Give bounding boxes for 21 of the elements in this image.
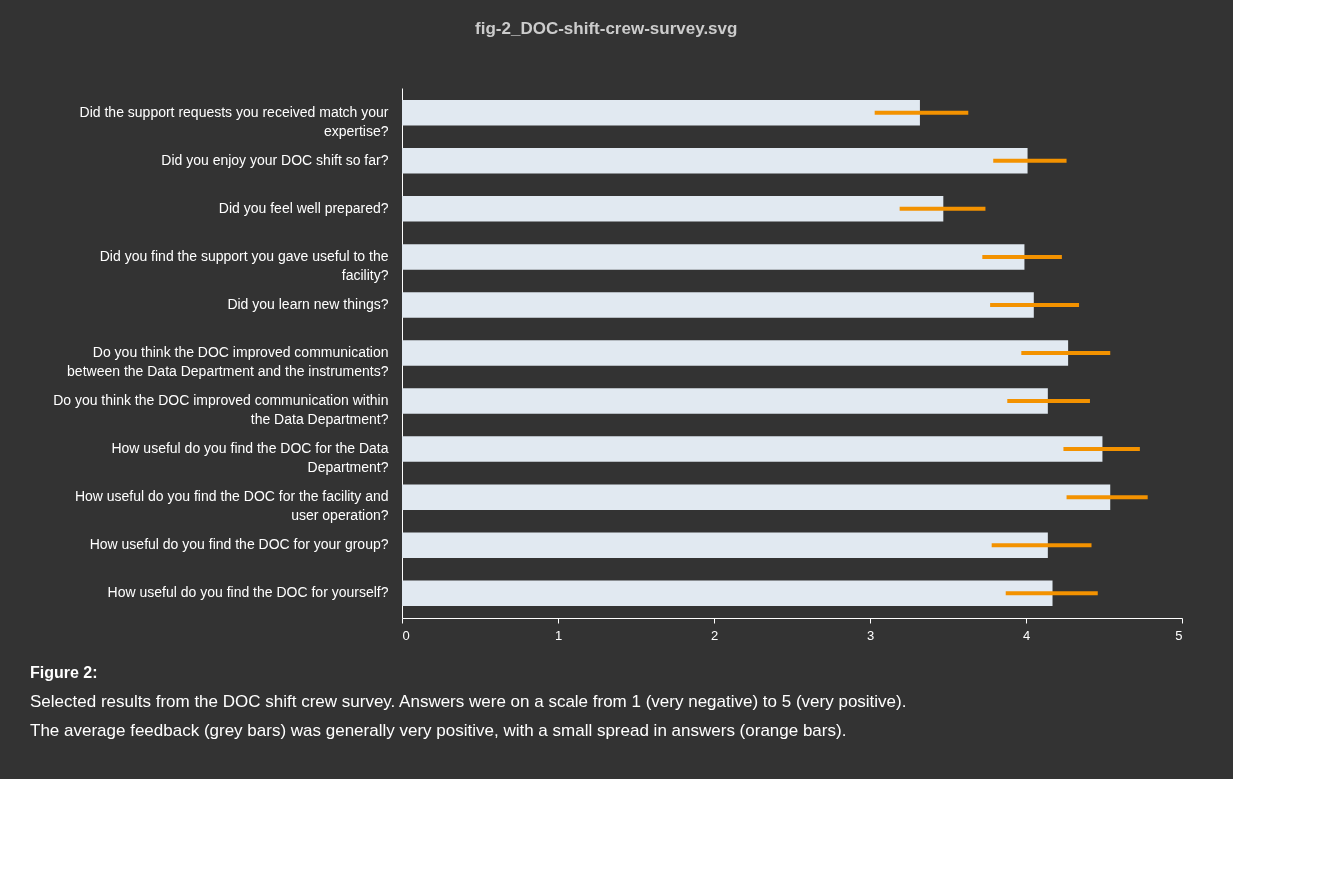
x-tick-label: 0 (402, 627, 410, 643)
y-tick-label: Did you enjoy your DOC shift so far? (161, 151, 389, 168)
y-tick-label: Did you feel well prepared? (218, 199, 389, 216)
y-tick-label: Do you think the DOC improved communication between the Data Department and the instruments? (67, 344, 389, 379)
y-tick-label: Did you find the support you gave useful to the facility? (99, 247, 389, 283)
x-tick-label: 3 (866, 627, 875, 643)
x-tick-label: 2 (710, 627, 719, 643)
x-tick-label: 1 (554, 627, 563, 643)
y-tick-label: Did the support requests you received match your expertise? (79, 103, 389, 139)
y-tick-label: How useful do you find the DOC for your group? (89, 536, 389, 553)
chart-title: fig-2_DOC-shift-crew-survey.svg (475, 19, 738, 38)
y-tick-label: How useful do you find the DOC for yourself? (107, 584, 389, 601)
y-tick-label: How useful do you find the DOC for the Data Department? (111, 440, 389, 476)
y-tick-label: Did you learn new things? (227, 295, 389, 312)
y-tick-label: Do you think the DOC improved communication within the Data Department? (53, 392, 389, 428)
caption: Figure 2: (30, 664, 98, 681)
x-tick-label: 5 (1175, 627, 1183, 643)
y-tick-label: How useful do you find the DOC for the facility and user operation? (74, 488, 389, 524)
x-tick-label: 4 (1022, 627, 1031, 643)
text: The average feedback (grey bars) was generally very positive, with a small spread in answers (orange bars). (30, 721, 847, 740)
text: Selected results from the DOC shift crew survey. Answers were on a scale from 1 (very negative) to 5 (very positive). (30, 692, 907, 711)
